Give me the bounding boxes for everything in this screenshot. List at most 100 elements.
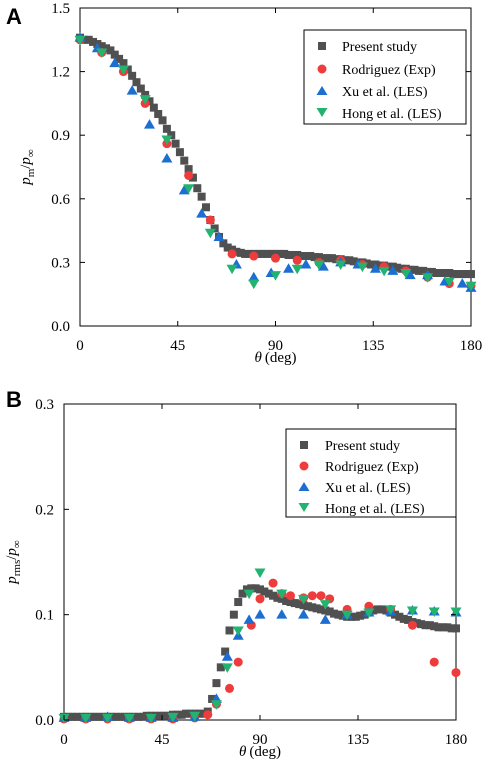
legend-marker-hong-b [298, 503, 310, 512]
point-present-study-a [184, 165, 193, 174]
point-present-study-b [134, 712, 143, 721]
point-xu-et-al-les-a [161, 153, 173, 163]
y-tick-label-a: 1.2 [51, 65, 70, 81]
point-hong-et-al-les-a [270, 271, 281, 281]
point-present-study-a [349, 257, 358, 266]
point-present-study-b [404, 615, 413, 624]
point-present-study-b [99, 712, 108, 721]
point-present-study-a [319, 254, 328, 263]
point-xu-et-al-les-a [300, 259, 312, 269]
point-xu-et-al-les-b [221, 651, 233, 661]
point-present-study-b [256, 585, 264, 594]
point-present-study-a [410, 265, 419, 274]
point-xu-et-al-les-a [109, 57, 121, 68]
point-present-study-b [264, 589, 273, 598]
point-present-study-a [232, 247, 241, 256]
point-present-study-b [299, 601, 308, 610]
y-tick-label-b: 0.1 [35, 608, 54, 624]
panel-a-letter: A [6, 4, 22, 29]
legend-label-rodriguez-a: Rodriguez (Exp) [342, 63, 436, 78]
point-hong-et-al-les-b [189, 711, 201, 722]
point-present-study-b [164, 711, 173, 720]
point-present-study-a [219, 239, 228, 248]
point-rodriguez-exp-a [271, 253, 280, 263]
point-present-study-b [321, 606, 330, 615]
point-hong-et-al-les-a [400, 269, 412, 279]
point-hong-et-al-les-a [313, 260, 325, 271]
point-present-study-a [314, 253, 323, 262]
point-present-study-b [238, 589, 247, 598]
point-present-study-a [197, 192, 206, 201]
point-hong-et-al-les-a [74, 35, 86, 46]
legend-label-present-b: Present study [325, 439, 400, 454]
point-present-study-a [301, 252, 310, 261]
point-present-study-a [445, 269, 454, 277]
point-present-study-b [247, 584, 256, 593]
point-hong-et-al-les-a [117, 65, 129, 75]
point-hong-et-al-les-a [248, 279, 260, 290]
y-tick-label-b: 0.0 [35, 713, 54, 729]
x-axis-unit-a: (deg) [265, 350, 297, 366]
x-axis-symbol-b: θ [239, 744, 247, 760]
point-present-study-a [293, 250, 302, 259]
legend-label-present-a: Present study [342, 40, 417, 55]
point-present-study-b [90, 712, 99, 721]
point-present-study-b [242, 585, 251, 594]
point-present-study-b [430, 622, 439, 631]
point-rodriguez-exp-a [249, 251, 259, 261]
point-present-study-a [288, 250, 297, 259]
x-tick-label-a: 135 [362, 338, 385, 354]
point-present-study-a [193, 184, 202, 193]
point-hong-et-al-les-a [139, 95, 151, 105]
panel-b: B 0 45 90 135 180 0.0 0.1 0.2 0.3 θ (deg) prms/p∞… [0, 385, 484, 766]
point-present-study-a [223, 243, 232, 252]
point-present-study-a [136, 84, 145, 93]
point-present-study-a [419, 266, 428, 275]
point-present-study-a [310, 253, 319, 262]
x-tick-label-b: 180 [445, 732, 468, 748]
y-tick-label-a: 0.0 [51, 319, 70, 335]
point-present-study-a [97, 42, 106, 51]
x-tick-label-b: 45 [155, 732, 170, 748]
point-rodriguez-exp-b [255, 594, 265, 604]
point-present-study-b [325, 607, 334, 616]
point-xu-et-al-les-b [276, 609, 288, 619]
point-rodriguez-exp-b [451, 668, 461, 678]
point-xu-et-al-les-a [404, 269, 416, 280]
point-hong-et-al-les-b [298, 594, 310, 605]
legend-box-b [285, 428, 457, 518]
x-tick-label-b: 0 [60, 732, 68, 748]
legend-label-rodriguez-b: Rodriguez (Exp) [325, 460, 419, 475]
point-present-study-a [241, 249, 250, 258]
y-tick-label-b: 0.2 [35, 502, 54, 518]
legend-marker-xu-a [316, 86, 328, 95]
point-present-study-a [436, 269, 445, 277]
point-present-study-b [417, 620, 426, 629]
point-hong-et-al-les-b [221, 663, 233, 673]
point-present-study-b [312, 604, 321, 613]
point-present-study-b [395, 612, 404, 621]
point-present-study-a [89, 37, 98, 46]
y-axis-sub-a: m [25, 168, 37, 177]
legend-box-a [303, 29, 467, 125]
point-present-study-b [356, 611, 365, 620]
point-hong-et-al-les-a [443, 277, 455, 287]
x-tick-label-a: 180 [460, 338, 483, 354]
point-present-study-b [412, 619, 421, 628]
legend-marker-rodriguez-b [299, 461, 309, 471]
y-axis-sub2-b: ∞ [11, 540, 23, 548]
point-present-study-b [86, 712, 95, 721]
point-present-study-a [245, 249, 254, 258]
point-present-study-b [443, 623, 452, 632]
point-present-study-b [234, 598, 243, 607]
point-rodriguez-exp-b [285, 591, 295, 601]
point-present-study-a [367, 260, 376, 269]
point-present-study-a [188, 173, 197, 182]
point-present-study-b [138, 712, 147, 721]
point-present-study-b [216, 663, 225, 672]
point-present-study-b [282, 596, 291, 605]
y-axis-sep-a: / [18, 164, 34, 169]
point-hong-et-al-les-b [341, 610, 353, 621]
point-present-study-a [440, 269, 449, 277]
point-present-study-a [284, 250, 293, 259]
